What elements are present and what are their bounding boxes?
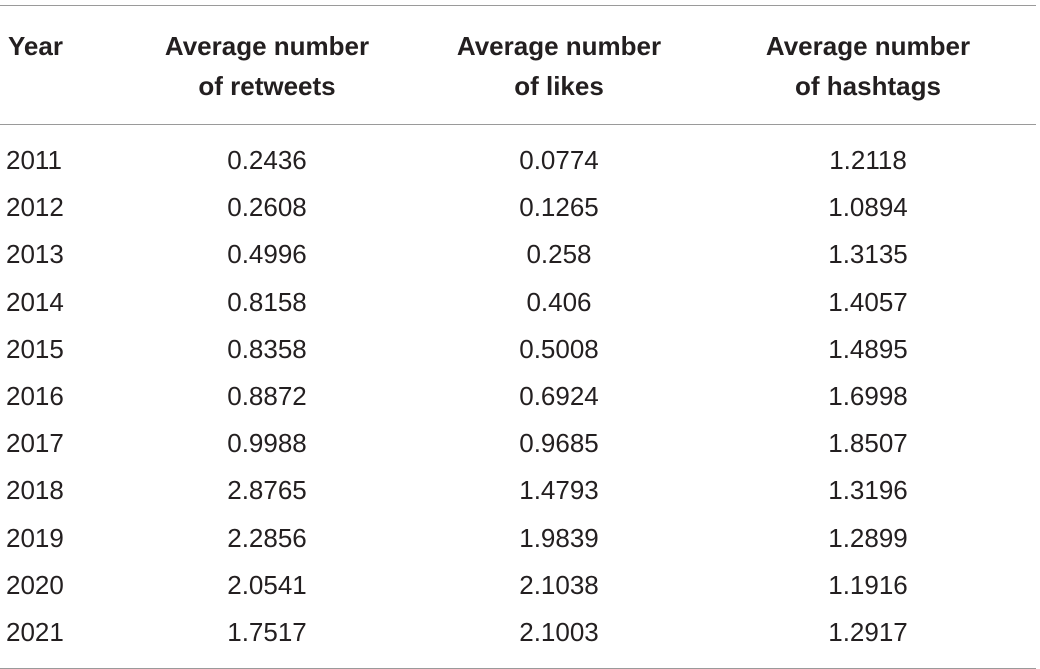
table-row: 2018 2.8765 1.4793 1.3196	[0, 467, 1036, 514]
cell-retweets: 0.4996	[227, 239, 307, 270]
cell-retweets: 1.7517	[227, 616, 307, 647]
table-row: 2020 2.0541 2.1038 1.1916	[0, 562, 1036, 609]
cell-hashtags: 1.0894	[828, 192, 908, 223]
cell-hashtags: 1.1916	[828, 569, 908, 600]
cell-retweets: 0.2436	[227, 145, 307, 176]
cell-year: 2015	[6, 333, 64, 364]
cell-hashtags: 1.2899	[828, 522, 908, 553]
header-likes-line1: Average number	[456, 31, 662, 61]
table-row: 2014 0.8158 0.406 1.4057	[0, 279, 1036, 326]
header-hashtags: Average number of hashtags	[700, 5, 1036, 125]
cell-retweets: 0.8358	[227, 333, 307, 364]
header-hashtags-line2: of hashtags	[795, 71, 941, 101]
cell-year: 2011	[6, 145, 62, 176]
cell-year: 2013	[6, 239, 64, 270]
cell-hashtags: 1.6998	[828, 381, 908, 412]
header-year-line1: Year	[8, 31, 63, 61]
cell-hashtags: 1.4895	[828, 333, 908, 364]
cell-likes: 1.9839	[519, 522, 599, 553]
header-year: Year	[0, 5, 116, 125]
table-row: 2013 0.4996 0.258 1.3135	[0, 231, 1036, 278]
cell-likes: 0.6924	[519, 381, 599, 412]
cell-year: 2019	[6, 522, 64, 553]
cell-retweets: 0.8158	[227, 286, 307, 317]
cell-year: 2018	[6, 475, 64, 506]
header-likes: Average number of likes	[418, 5, 700, 125]
header-retweets: Average number of retweets	[116, 5, 418, 125]
table-row: 2016 0.8872 0.6924 1.6998	[0, 373, 1036, 420]
data-table: Year Average number of retweets Average …	[0, 5, 1036, 669]
table-row: 2021 1.7517 2.1003 1.2917	[0, 609, 1036, 669]
cell-hashtags: 1.3135	[828, 239, 908, 270]
header-retweets-line2: of retweets	[198, 71, 336, 101]
table-row: 2015 0.8358 0.5008 1.4895	[0, 326, 1036, 373]
cell-likes: 0.5008	[519, 333, 599, 364]
table-row: 2019 2.2856 1.9839 1.2899	[0, 515, 1036, 562]
table-header: Year Average number of retweets Average …	[0, 5, 1036, 125]
cell-hashtags: 1.2917	[828, 616, 908, 647]
header-likes-line2: of likes	[514, 71, 604, 101]
header-row: Year Average number of retweets Average …	[0, 5, 1036, 125]
table-body: 2011 0.2436 0.0774 1.2118 2012 0.2608 0.1265 1.…	[0, 125, 1036, 669]
cell-likes: 2.1003	[519, 616, 599, 647]
cell-year: 2020	[6, 569, 64, 600]
cell-retweets: 2.2856	[227, 522, 307, 553]
cell-hashtags: 1.4057	[828, 286, 908, 317]
cell-hashtags: 1.8507	[828, 428, 908, 459]
cell-hashtags: 1.2118	[829, 145, 907, 176]
table-row: 2012 0.2608 0.1265 1.0894	[0, 184, 1036, 231]
table-row: 2011 0.2436 0.0774 1.2118	[0, 125, 1036, 185]
table-row: 2017 0.9988 0.9685 1.8507	[0, 420, 1036, 467]
cell-retweets: 2.8765	[227, 475, 307, 506]
cell-likes: 1.4793	[519, 475, 599, 506]
cell-hashtags: 1.3196	[828, 475, 908, 506]
cell-year: 2016	[6, 381, 64, 412]
cell-year: 2021	[6, 616, 64, 647]
cell-retweets: 2.0541	[227, 569, 307, 600]
cell-year: 2017	[6, 428, 64, 459]
header-retweets-line1: Average number	[164, 31, 370, 61]
cell-year: 2014	[6, 286, 64, 317]
cell-likes: 0.406	[526, 286, 592, 317]
cell-likes: 0.0774	[519, 145, 599, 176]
header-hashtags-line1: Average number	[765, 31, 971, 61]
cell-retweets: 0.9988	[227, 428, 307, 459]
cell-likes: 2.1038	[519, 569, 599, 600]
cell-year: 2012	[6, 192, 64, 223]
cell-likes: 0.9685	[519, 428, 599, 459]
cell-retweets: 0.8872	[227, 381, 307, 412]
cell-likes: 0.1265	[519, 192, 599, 223]
cell-likes: 0.258	[526, 239, 592, 270]
cell-retweets: 0.2608	[227, 192, 307, 223]
